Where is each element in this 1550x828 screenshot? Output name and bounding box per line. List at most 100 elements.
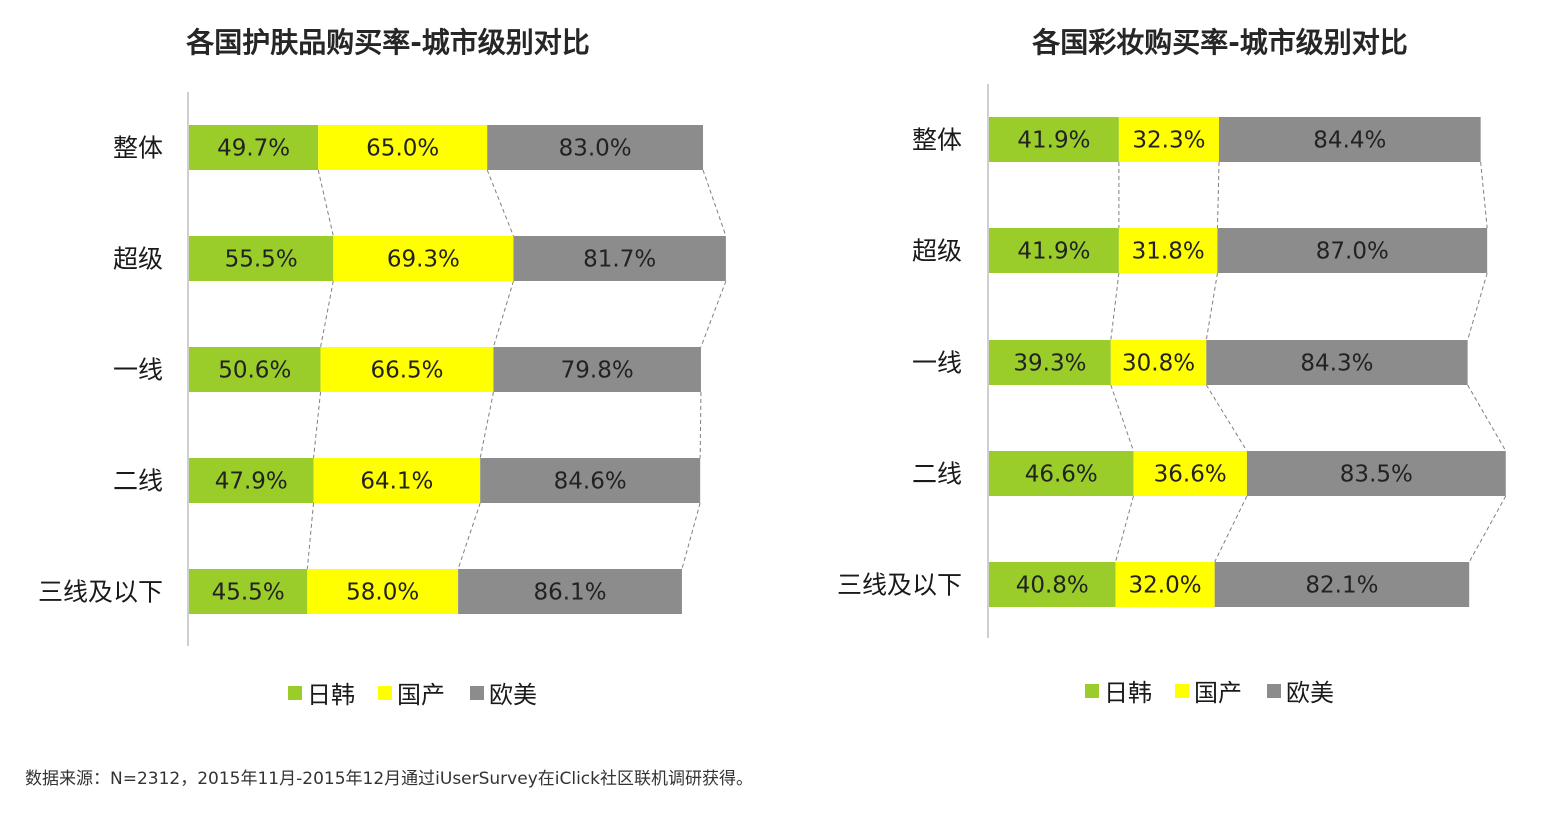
bar-segment-domestic [1115, 562, 1215, 607]
bar-segment-jk [989, 562, 1116, 607]
bar-segment-jk [189, 458, 314, 503]
category-label: 整体 [113, 134, 163, 163]
skincare-chart-title: 各国护肤品购买率-城市级别对比 [185, 26, 590, 59]
bar-segment-domestic [313, 458, 481, 503]
skincare-legend: 日韩 国产 欧美 [288, 681, 537, 709]
category-label: 二线 [113, 467, 163, 496]
series-connector-line [320, 280, 334, 348]
series-connector-line [479, 391, 494, 459]
series-connector-line [681, 502, 701, 570]
data-label: 84.4% [1313, 128, 1386, 154]
data-label: 46.6% [1025, 462, 1098, 488]
bar-segment-west [513, 236, 726, 281]
bar-segment-jk [989, 451, 1134, 496]
category-label: 超级 [912, 237, 962, 266]
legend-swatch-domestic [1175, 684, 1189, 698]
legend-label-jk: 日韩 [307, 681, 355, 709]
legend-label-west: 欧美 [1286, 679, 1334, 707]
bar-segment-jk [189, 569, 308, 614]
series-connector-line [702, 169, 727, 237]
bar-segment-west [1217, 228, 1488, 273]
category-label: 三线及以下 [837, 571, 962, 600]
bar-segment-domestic [318, 125, 488, 170]
series-connector-line [1467, 272, 1488, 341]
data-label: 84.3% [1300, 351, 1373, 377]
series-connector-line [699, 391, 702, 459]
data-label: 82.1% [1305, 573, 1378, 599]
bar-segment-domestic [307, 569, 459, 614]
makeup-chart: 各国彩妆购买率-城市级别对比 日韩 国产 欧美 整体 41.9% 32.3% 84.4… [837, 26, 1507, 707]
data-label: 81.7% [583, 247, 656, 273]
data-label: 86.1% [533, 580, 606, 606]
data-label: 32.0% [1129, 573, 1202, 599]
bar-segment-jk [989, 117, 1119, 162]
data-label: 84.6% [554, 469, 627, 495]
bar-segment-jk [189, 347, 321, 392]
legend-swatch-domestic [378, 686, 392, 700]
data-label: 39.3% [1013, 351, 1086, 377]
category-label: 整体 [912, 126, 962, 155]
category-label: 超级 [113, 245, 163, 274]
data-label: 64.1% [360, 469, 433, 495]
data-label: 79.8% [561, 358, 634, 384]
data-label: 32.3% [1132, 128, 1205, 154]
bar-segment-jk [189, 125, 319, 170]
skincare-chart: 各国护肤品购买率-城市级别对比 日韩 国产 欧美 整体 49.7% 65.0% 83.… [38, 26, 727, 709]
legend-swatch-west [470, 686, 484, 700]
series-connector-line [1110, 384, 1134, 452]
data-label: 47.9% [215, 469, 288, 495]
bar-segment-domestic [333, 236, 514, 281]
data-label: 31.8% [1132, 239, 1205, 265]
series-connector-line [1110, 272, 1120, 341]
series-connector-line [1205, 384, 1248, 452]
data-label: 83.0% [559, 136, 632, 162]
bar-segment-domestic [1118, 117, 1220, 162]
data-label: 36.6% [1154, 462, 1227, 488]
series-connector-line [457, 502, 481, 570]
legend-label-jk: 日韩 [1104, 679, 1152, 707]
legend-swatch-jk [1085, 684, 1099, 698]
series-connector-line [1114, 495, 1134, 563]
bar-segment-jk [989, 340, 1111, 385]
bar-segment-jk [989, 228, 1119, 273]
bar-segment-west [1219, 117, 1481, 162]
series-connector-line [492, 280, 514, 348]
bar-segment-domestic [1110, 340, 1207, 385]
series-connector-line [1480, 161, 1488, 229]
source-note: 数据来源：N=2312，2015年11月-2015年12月通过iUserSurv… [25, 769, 753, 789]
makeup-chart-title: 各国彩妆购买率-城市级别对比 [1031, 26, 1408, 59]
legend-swatch-jk [288, 686, 302, 700]
series-connector-line [317, 169, 334, 237]
data-label: 66.5% [370, 358, 443, 384]
data-label: 41.9% [1017, 128, 1090, 154]
series-connector-line [1205, 272, 1218, 341]
series-connector-line [1468, 495, 1507, 563]
makeup-legend: 日韩 国产 欧美 [1085, 679, 1334, 707]
series-connector-line [700, 280, 727, 348]
data-label: 55.5% [225, 247, 298, 273]
data-label: 41.9% [1017, 239, 1090, 265]
data-label: 45.5% [212, 580, 285, 606]
data-label: 30.8% [1122, 351, 1195, 377]
series-connector-line [1467, 384, 1507, 452]
bar-segment-west [1206, 340, 1468, 385]
bar-segment-west [493, 347, 701, 392]
series-connector-line [313, 391, 322, 459]
bar-segment-west [458, 569, 682, 614]
bar-segment-west [487, 125, 704, 170]
bar-segment-west [1246, 451, 1506, 496]
bar-segment-domestic [1133, 451, 1247, 496]
category-label: 三线及以下 [38, 578, 163, 607]
data-label: 65.0% [366, 136, 439, 162]
data-label: 40.8% [1016, 573, 1089, 599]
bar-segment-west [480, 458, 701, 503]
category-label: 一线 [113, 356, 163, 385]
bar-segment-domestic [1118, 228, 1218, 273]
bar-segment-west [1214, 562, 1470, 607]
series-connector-line [1216, 161, 1220, 229]
category-label: 二线 [912, 460, 962, 489]
data-label: 69.3% [387, 247, 460, 273]
series-connector-line [306, 502, 315, 570]
legend-label-domestic: 国产 [1194, 679, 1242, 707]
